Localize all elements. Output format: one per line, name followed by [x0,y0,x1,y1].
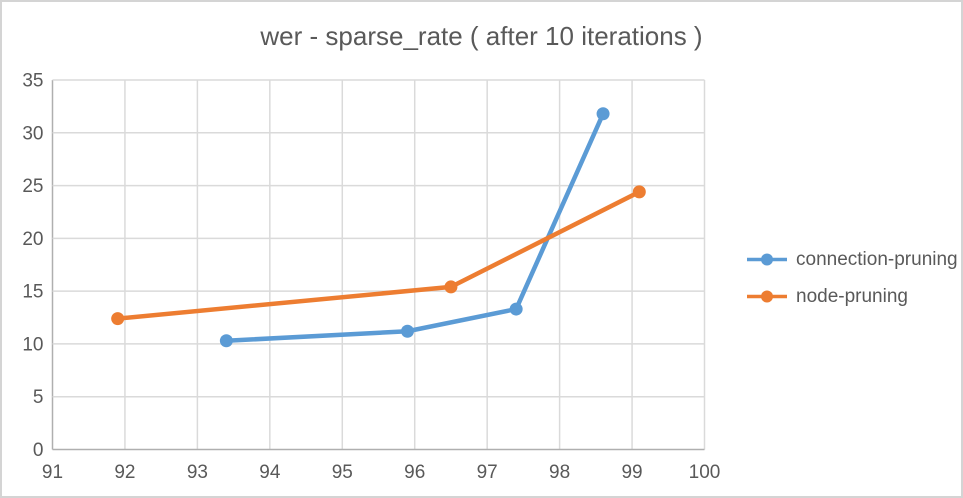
x-tick-label: 92 [114,462,135,483]
data-point-node-pruning [632,185,646,199]
data-point-node-pruning [111,312,125,326]
x-tick-label: 99 [621,462,642,483]
legend-label: connection-pruning [796,248,958,270]
y-tick-label: 20 [22,229,43,250]
y-tick-label: 30 [22,123,43,144]
x-tick-label: 98 [549,462,570,483]
x-tick-label: 94 [259,462,281,483]
legend-item-node-pruning: node-pruning [746,278,958,315]
legend-item-connection-pruning: connection-pruning [746,241,958,278]
x-tick-label: 100 [689,462,721,483]
y-tick-label: 15 [22,282,43,303]
y-tick-label: 5 [33,387,44,408]
data-point-connection-pruning [596,107,610,121]
data-point-connection-pruning [400,324,414,338]
series-line-connection-pruning [224,111,606,344]
x-tick-label: 96 [404,462,425,483]
y-tick-label: 0 [33,440,44,461]
x-tick-label: 91 [42,462,63,483]
chart-title: wer - sparse_rate ( after 10 iterations … [260,21,703,51]
legend: connection-pruning node-pruning [746,241,958,315]
x-tick-label: 93 [187,462,208,483]
x-tick-label: 95 [332,462,353,483]
y-tick-label: 25 [22,176,43,197]
y-tick-label: 10 [22,334,43,355]
y-tick-label: 35 [22,71,43,92]
x-tick-label: 97 [477,462,498,483]
data-point-node-pruning [444,280,458,294]
data-point-connection-pruning [509,302,523,316]
legend-marker-icon [747,290,787,303]
data-point-connection-pruning [219,334,233,348]
legend-marker-icon [747,253,787,266]
legend-label: node-pruning [796,285,908,307]
